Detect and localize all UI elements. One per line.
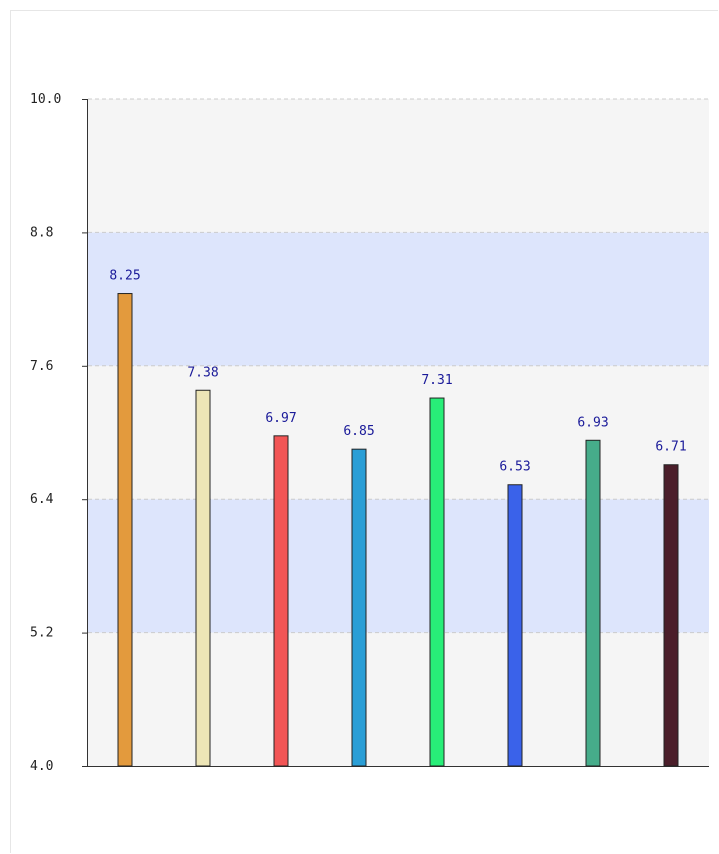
bar xyxy=(351,448,367,767)
bar-value-label: 6.71 xyxy=(655,440,686,455)
bar-value-label: 8.25 xyxy=(109,269,140,284)
bar xyxy=(663,464,679,767)
bar xyxy=(585,439,601,767)
bar-value-label: 6.85 xyxy=(343,424,374,439)
y-tick-label: 8.8 xyxy=(30,225,53,240)
bar-value-label: 6.53 xyxy=(499,460,530,475)
bar xyxy=(195,389,211,767)
bar-value-label: 7.31 xyxy=(421,373,452,388)
axes xyxy=(82,99,709,767)
chart-frame xyxy=(10,10,718,853)
bar-value-label: 6.93 xyxy=(577,415,608,430)
background-band xyxy=(88,365,709,500)
y-axis-ticks: 4.0 5.2 6.4 7.6 8.8 10.0 xyxy=(30,92,88,774)
bars xyxy=(117,293,679,767)
background-band xyxy=(88,499,709,633)
background-band xyxy=(88,232,709,366)
bar-value-label: 6.97 xyxy=(265,411,296,426)
y-tick-label: 10.0 xyxy=(30,92,61,107)
data-labels: 8.25 7.38 6.97 6.85 7.31 6.53 6.93 6.71 xyxy=(109,269,686,475)
background-band xyxy=(88,632,709,766)
bar-value-label: 7.38 xyxy=(187,365,218,380)
y-tick-label: 6.4 xyxy=(30,492,54,507)
y-tick-label: 4.0 xyxy=(30,759,53,774)
y-tick-label: 5.2 xyxy=(30,626,53,641)
background-band xyxy=(88,99,709,233)
bar xyxy=(273,435,289,767)
y-tick-label: 7.6 xyxy=(30,359,53,374)
bar xyxy=(507,484,523,767)
bar xyxy=(429,397,445,767)
background-bands xyxy=(88,99,709,766)
gridlines xyxy=(88,98,709,634)
bar xyxy=(117,293,133,767)
